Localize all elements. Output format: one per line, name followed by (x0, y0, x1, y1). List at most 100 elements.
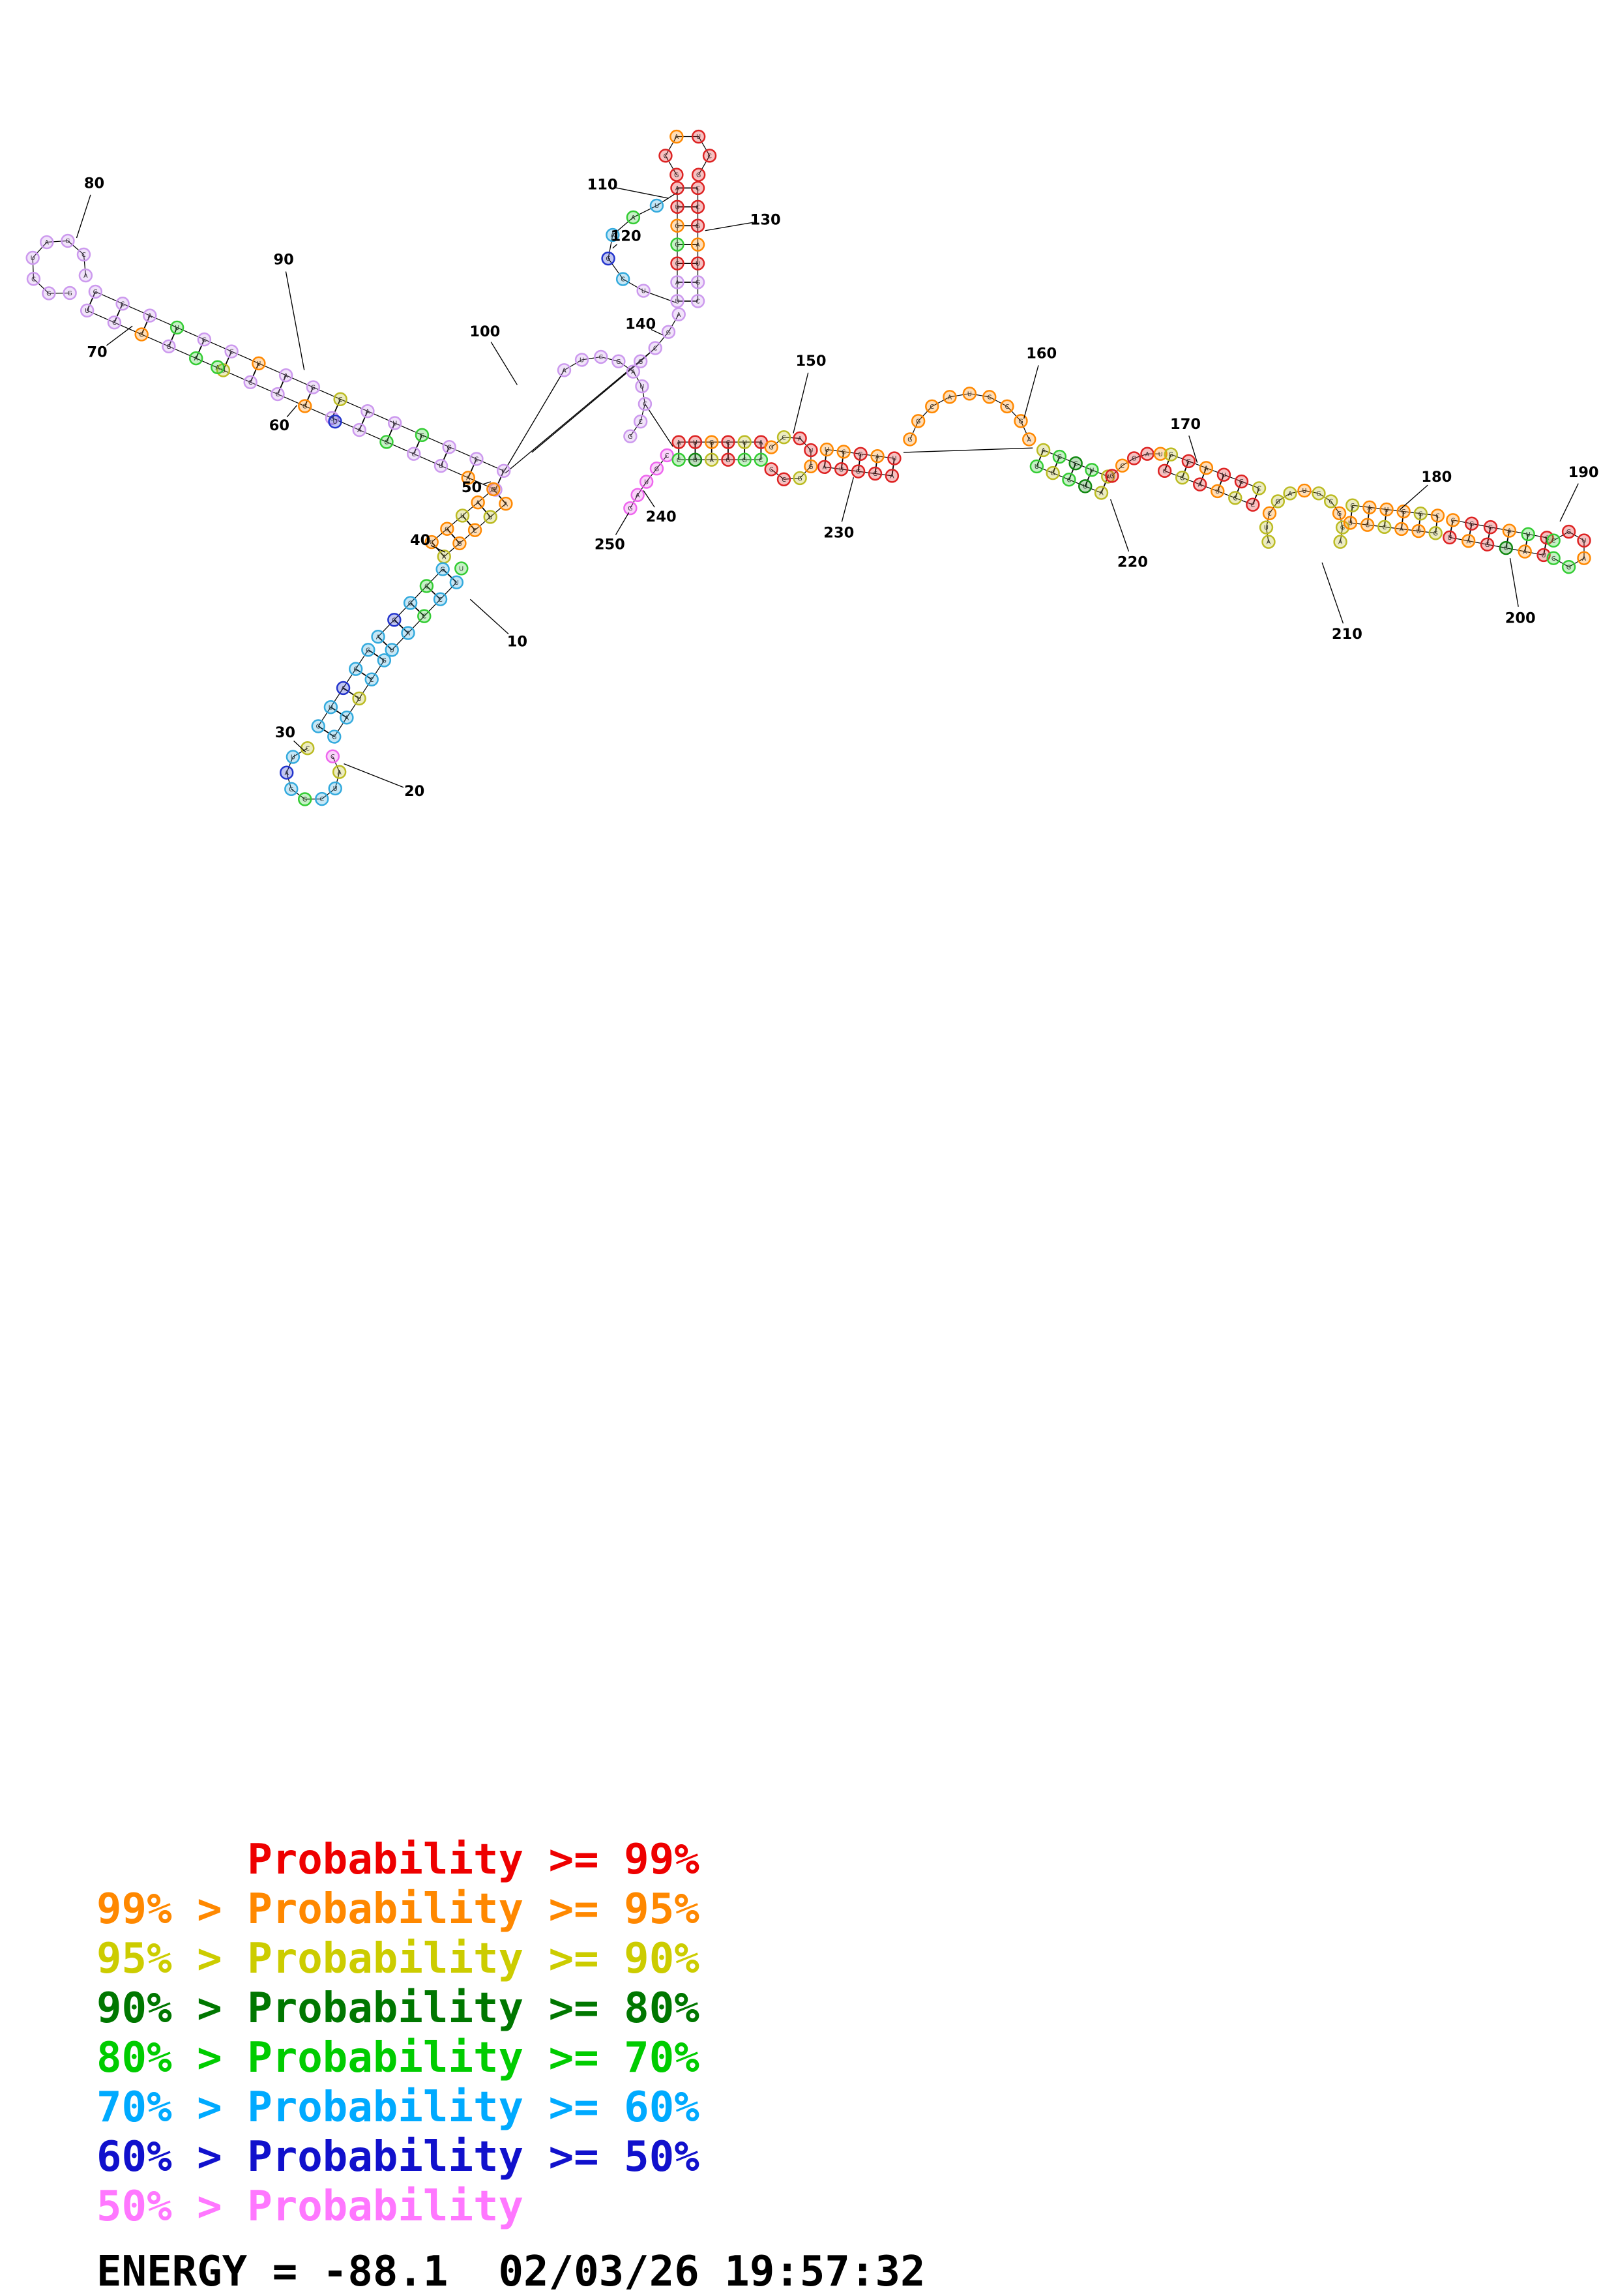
nucleotide-letter: G (769, 445, 774, 452)
nucleotide-letter: A (890, 473, 894, 480)
nucleotide (962, 387, 977, 401)
nucleotide-letter: U (459, 566, 463, 573)
backbone-line (1505, 530, 1510, 548)
backbone-line (505, 347, 656, 474)
nucleotide-letter: U (580, 357, 584, 364)
backbone-path (334, 660, 385, 737)
nucleotide (1271, 494, 1285, 508)
nucleotide-letter: G (856, 469, 860, 476)
nucleotide-letter: U (644, 479, 649, 486)
nucleotide (311, 719, 325, 733)
nucleotide-letter: U (329, 704, 333, 711)
nucleotide (688, 435, 703, 449)
nucleotide-letter: G (1418, 510, 1423, 518)
nucleotide-letter: U (1089, 467, 1094, 474)
nucleotide (407, 447, 421, 461)
label-leader-line (293, 741, 306, 753)
label-leader-line (1023, 365, 1039, 419)
nucleotide (486, 482, 501, 497)
nucleotide (340, 711, 354, 725)
backbone-path (1449, 537, 1544, 556)
nucleotide-letter: G (1180, 475, 1184, 482)
nucleotide-letter: C (331, 754, 335, 761)
nucleotide-letter: C (1551, 538, 1556, 545)
nucleotide-letter: A (631, 369, 636, 376)
nucleotide-letter: C (475, 456, 479, 464)
backbone-line (394, 619, 409, 634)
position-label: 210 (1332, 626, 1362, 643)
position-label: 100 (469, 323, 500, 340)
nucleotide-letter: A (1204, 465, 1209, 472)
position-label: 230 (823, 525, 854, 542)
nucleotide (670, 199, 684, 214)
nucleotide-letter: U (1264, 525, 1269, 532)
nucleotide-letter: C (121, 301, 125, 308)
nucleotide (1333, 535, 1347, 549)
nucleotide (868, 466, 883, 481)
nucleotide-letter: G (384, 439, 389, 446)
backbone-line (503, 370, 565, 472)
nucleotide-letter: A (476, 499, 480, 507)
position-labels-layer: 80 70 90 60 100 50 110 120 130 140 150 160 170 180 190… (76, 175, 1599, 800)
nucleotide (1332, 506, 1347, 520)
nucleotide-letter: G (1050, 470, 1055, 477)
nucleotide-letter: G (1433, 530, 1438, 537)
backbone-line (250, 363, 259, 383)
backbone-line (1448, 520, 1454, 538)
nucleotide (611, 354, 626, 368)
nucleotide (1430, 508, 1445, 523)
backbone-line (1216, 474, 1225, 492)
backbone-line (840, 451, 845, 469)
backbone-line (1418, 513, 1422, 531)
backbone-path (1452, 520, 1548, 538)
nucleotide-letter: A (1582, 555, 1587, 563)
nucleotide-letter: G (1109, 473, 1114, 480)
nucleotide (188, 351, 203, 366)
nucleotide-letter: G (1485, 542, 1490, 549)
nucleotide (360, 404, 375, 419)
backbone-line (1068, 463, 1077, 480)
position-label: 50 (462, 479, 482, 496)
nucleotide (1499, 540, 1514, 555)
backbone-path (771, 437, 812, 480)
nucleotide (424, 535, 439, 550)
nucleotide (690, 218, 705, 233)
nucleotide-letter: U (488, 514, 493, 522)
nucleotide-letter: U (390, 647, 394, 655)
nucleotide-letter: G (606, 256, 610, 263)
nucleotide-letter: A (337, 769, 342, 776)
nucleotide-letter: U (892, 456, 896, 463)
nucleotide-letter: C (31, 276, 36, 283)
nucleotide (332, 765, 347, 779)
backbone-line (377, 636, 392, 651)
nucleotide (469, 452, 484, 466)
nucleotide (433, 458, 448, 473)
nucleotide-letter: C (229, 349, 234, 356)
nucleotide (1216, 467, 1231, 482)
label-leader-line (344, 763, 404, 788)
nucleotide-letter: G (616, 359, 621, 366)
backbone-line (141, 315, 151, 335)
nucleotide-letter: G (46, 291, 51, 298)
nucleotide-letter: C (338, 396, 343, 404)
nucleotide-letter: U (454, 580, 459, 587)
backbone-line (1252, 488, 1260, 505)
backbone-line (1383, 509, 1387, 527)
nucleotide (284, 782, 299, 797)
nucleotide (471, 495, 485, 510)
nucleotide-letter: A (442, 553, 447, 561)
nucleotide-letter: C (726, 439, 731, 447)
nucleotide (417, 609, 432, 623)
nucleotide (1164, 447, 1179, 462)
nucleotide-letter: G (916, 418, 920, 425)
nucleotide-letter: G (675, 242, 679, 249)
nucleotide-letter: U (333, 419, 338, 426)
nucleotide (630, 488, 645, 502)
position-label: 90 (273, 252, 293, 269)
nucleotide (61, 233, 75, 248)
label-leader-line (1321, 562, 1344, 624)
backbone-line (1084, 469, 1093, 487)
legend-row: 60% > Probability >= 50% (96, 2133, 699, 2181)
nucleotide-letter: C (370, 677, 374, 684)
nucleotide (1052, 449, 1067, 464)
